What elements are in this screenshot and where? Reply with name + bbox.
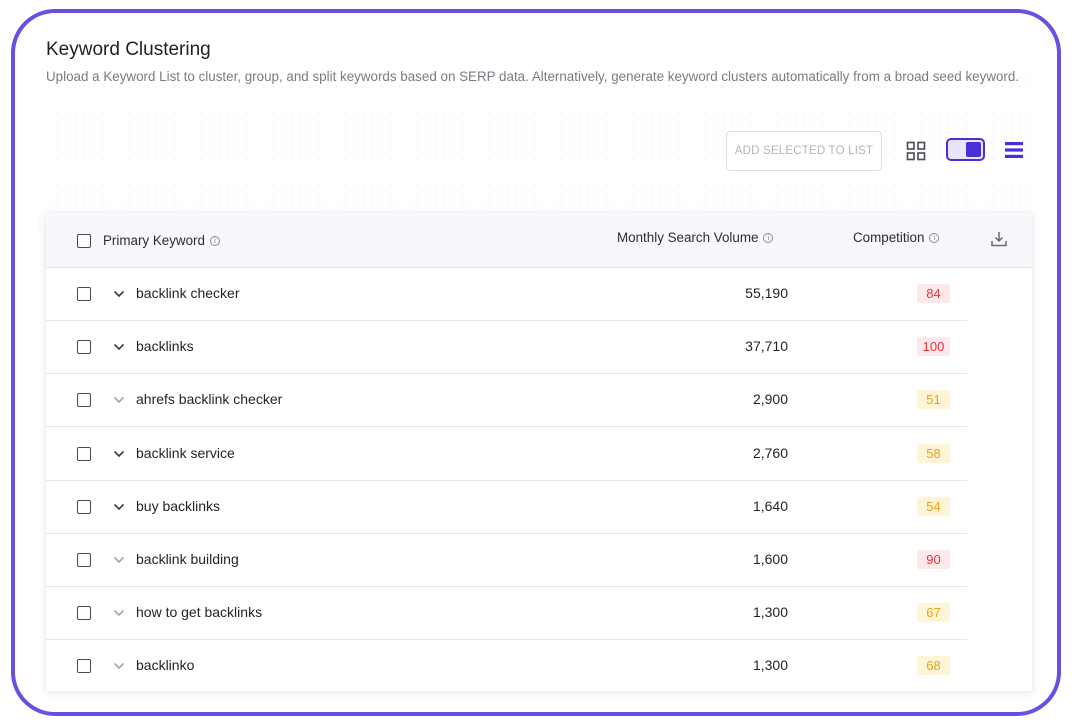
- row-checkbox[interactable]: [77, 499, 91, 514]
- keyword-cell: backlinks: [136, 338, 194, 355]
- row-checkbox[interactable]: [77, 393, 91, 408]
- info-icon[interactable]: i: [763, 232, 774, 243]
- table-header: Primary Keyword i Monthly Search Volume …: [46, 213, 1032, 268]
- search-volume-cell: 1,300: [752, 604, 788, 621]
- column-header-competition-label: Competition: [853, 230, 925, 245]
- add-selected-to-list-button[interactable]: ADD SELECTED TO LIST: [726, 131, 882, 171]
- column-header-competition[interactable]: Competition i: [853, 230, 940, 245]
- page-subtitle: Upload a Keyword List to cluster, group,…: [46, 69, 1020, 84]
- competition-badge: 54: [917, 496, 950, 516]
- table-row[interactable]: backlinks 37,710 100: [46, 321, 967, 375]
- keyword-cell: buy backlinks: [136, 497, 221, 514]
- search-volume-cell: 55,190: [745, 285, 788, 301]
- search-volume-cell: 2,760: [752, 444, 788, 461]
- competition-badge: 84: [917, 284, 950, 303]
- table-row[interactable]: ahrefs backlink checker 2,900 51: [46, 374, 967, 428]
- search-volume-cell: 1,640: [752, 497, 788, 514]
- column-header-volume[interactable]: Monthly Search Volume i: [617, 230, 774, 245]
- download-icon[interactable]: [990, 230, 1008, 248]
- keyword-cell: ahrefs backlink checker: [136, 391, 283, 408]
- chevron-down-icon[interactable]: [112, 606, 126, 620]
- row-checkbox[interactable]: [77, 659, 91, 674]
- search-volume-cell: 2,900: [752, 391, 788, 408]
- search-volume-cell: 1,300: [752, 657, 788, 674]
- keyword-cell: backlink checker: [136, 285, 240, 301]
- app-frame: Keyword Clustering Upload a Keyword List…: [11, 9, 1061, 716]
- table-row[interactable]: how to get backlinks 1,300 67: [46, 587, 967, 641]
- chevron-down-icon[interactable]: [112, 447, 126, 461]
- competition-badge: 100: [917, 337, 950, 357]
- competition-badge: 90: [917, 550, 950, 569]
- competition-badge: 67: [917, 603, 950, 623]
- info-icon[interactable]: i: [929, 232, 940, 243]
- row-checkbox[interactable]: [77, 606, 91, 621]
- chevron-down-icon[interactable]: [112, 340, 126, 354]
- row-checkbox[interactable]: [77, 446, 91, 461]
- table-row[interactable]: backlink service 2,760 58: [46, 428, 967, 481]
- search-volume-cell: 1,600: [752, 551, 788, 567]
- chevron-down-icon[interactable]: [112, 287, 126, 301]
- keyword-cell: backlinko: [136, 657, 195, 674]
- keyword-table: Primary Keyword i Monthly Search Volume …: [46, 213, 1032, 691]
- chevron-down-icon[interactable]: [112, 553, 126, 567]
- column-header-keyword-label: Primary Keyword: [103, 233, 205, 248]
- chevron-down-icon[interactable]: [112, 393, 126, 407]
- competition-badge: 51: [917, 390, 950, 410]
- competition-badge: 58: [917, 443, 950, 463]
- chevron-down-icon[interactable]: [112, 500, 126, 514]
- info-icon[interactable]: i: [209, 235, 220, 246]
- row-checkbox[interactable]: [77, 553, 91, 567]
- keyword-cell: how to get backlinks: [136, 604, 263, 621]
- column-header-volume-label: Monthly Search Volume: [617, 230, 759, 245]
- table-row[interactable]: backlink building 1,600 90: [46, 534, 967, 587]
- chevron-down-icon[interactable]: [112, 659, 126, 673]
- table-row[interactable]: backlink checker 55,190 84: [46, 268, 967, 321]
- select-all-checkbox[interactable]: [77, 234, 91, 248]
- competition-badge: 68: [917, 656, 950, 676]
- keyword-cell: backlink service: [136, 444, 235, 461]
- list-view-icon[interactable]: [1004, 141, 1024, 159]
- row-checkbox[interactable]: [77, 287, 91, 301]
- dotted-background: [35, 73, 1035, 233]
- table-row[interactable]: buy backlinks 1,640 54: [46, 481, 967, 534]
- view-toggle-knob: [966, 142, 981, 157]
- page-title: Keyword Clustering: [46, 39, 211, 60]
- table-row[interactable]: backlinko 1,300 68: [46, 640, 967, 691]
- search-volume-cell: 37,710: [745, 338, 788, 355]
- view-toggle[interactable]: [946, 138, 985, 161]
- column-header-keyword[interactable]: Primary Keyword i: [103, 233, 220, 248]
- row-checkbox[interactable]: [77, 340, 91, 355]
- keyword-cell: backlink building: [136, 551, 239, 567]
- grid-view-icon[interactable]: [906, 141, 926, 161]
